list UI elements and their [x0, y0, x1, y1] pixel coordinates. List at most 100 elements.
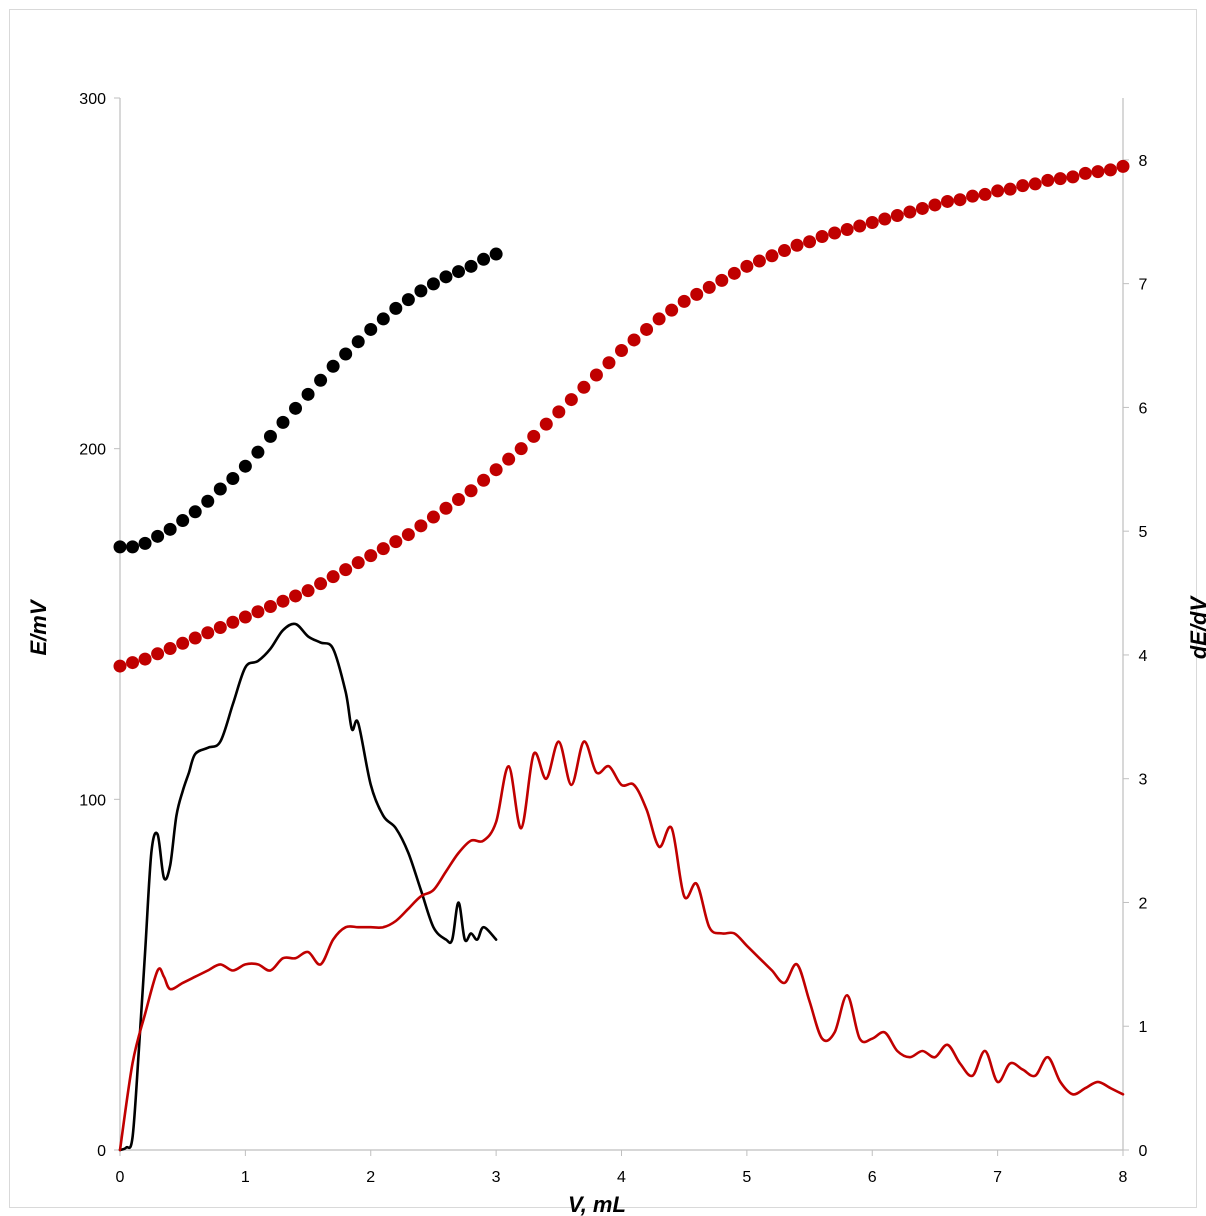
- series-1-point: [928, 198, 942, 212]
- series-0-point: [289, 401, 303, 415]
- series-1-point: [376, 542, 390, 556]
- series-0-point: [314, 373, 328, 387]
- series-0-point: [226, 471, 240, 485]
- right-y-axis-label: dE/dV: [1186, 595, 1206, 660]
- series-0-point: [452, 265, 466, 279]
- series-0-point: [113, 540, 127, 554]
- right-y-tick-label: 7: [1139, 277, 1148, 294]
- series-1-point: [865, 215, 879, 229]
- x-tick-label: 4: [617, 1169, 626, 1186]
- series-1-point: [903, 205, 917, 219]
- series-0-point: [477, 252, 491, 266]
- series-1-point: [314, 577, 328, 591]
- x-tick-label: 6: [868, 1169, 877, 1186]
- series-1-point: [251, 605, 265, 619]
- series-1-point: [301, 584, 315, 598]
- series-0-point: [238, 459, 252, 473]
- series-0-point: [339, 347, 353, 361]
- x-axis-label: V, mL: [568, 1192, 626, 1216]
- series-1-point: [640, 322, 654, 336]
- series-lines: [118, 622, 1125, 1152]
- series-1-point: [690, 287, 704, 301]
- series-1-point: [915, 201, 929, 215]
- x-tick-label: 2: [366, 1169, 375, 1186]
- series-1-point: [1053, 172, 1067, 186]
- left-y-tick-label: 100: [79, 792, 106, 809]
- series-0-point: [251, 445, 265, 459]
- series-0-point: [126, 540, 140, 554]
- series-1-point: [589, 368, 603, 382]
- series-1-point: [790, 238, 804, 252]
- series-1-point: [389, 535, 403, 549]
- series-1-point: [364, 549, 378, 563]
- series-1-point: [978, 187, 992, 201]
- series-0-point: [376, 312, 390, 326]
- x-tick-label: 7: [993, 1169, 1002, 1186]
- series-1-point: [1016, 179, 1030, 193]
- series-1-point: [890, 208, 904, 222]
- series-1-point: [1091, 165, 1105, 179]
- series-1-point: [1028, 177, 1042, 191]
- series-1-point: [477, 473, 491, 487]
- series-1-point: [126, 656, 140, 670]
- series-1-point: [853, 219, 867, 233]
- series-1-point: [489, 463, 503, 477]
- series-1-point: [351, 556, 365, 570]
- series-0-point: [138, 536, 152, 550]
- series-1-point: [439, 501, 453, 515]
- series-0-point: [426, 277, 440, 291]
- series-1-point: [138, 652, 152, 666]
- series-0-point: [151, 529, 165, 543]
- x-tick-label: 0: [116, 1169, 125, 1186]
- series-1-point: [627, 333, 641, 347]
- series-1-point: [740, 259, 754, 273]
- right-y-tick-label: 2: [1139, 895, 1148, 912]
- series-1-point: [665, 303, 679, 317]
- series-1-point: [1041, 173, 1055, 187]
- series-1-point: [263, 599, 277, 613]
- series-1-point: [1103, 163, 1117, 177]
- right-y-tick-label: 6: [1139, 400, 1148, 417]
- series-1-point: [940, 194, 954, 208]
- series-0-point: [276, 415, 290, 429]
- series-1-point: [188, 631, 202, 645]
- series-0-point: [489, 247, 503, 261]
- right-y-tick-label: 5: [1139, 524, 1148, 541]
- series-1-point: [966, 189, 980, 203]
- series-0-point: [364, 322, 378, 336]
- series-2-line: [118, 622, 498, 1152]
- series-3-line: [118, 740, 1125, 1152]
- axis-labels: V, mL E/mV dE/dV: [26, 595, 1206, 1216]
- series-0-point: [301, 387, 315, 401]
- x-tick-label: 3: [492, 1169, 501, 1186]
- series-1-point: [615, 343, 628, 357]
- series-1-point: [339, 563, 353, 577]
- series-1-point: [539, 417, 553, 431]
- series-1-point: [803, 235, 817, 249]
- series-1-point: [163, 642, 177, 656]
- series-1-point: [602, 356, 616, 370]
- series-points: [113, 159, 1130, 673]
- series-1-point: [727, 266, 741, 280]
- series-1-point: [113, 659, 127, 673]
- series-0-point: [201, 494, 215, 508]
- series-0-point: [263, 429, 277, 443]
- right-y-tick-label: 1: [1139, 1019, 1148, 1036]
- left-y-axis-label: E/mV: [26, 598, 51, 655]
- series-1-point: [1066, 170, 1080, 184]
- series-1-point: [677, 294, 691, 308]
- series-1-point: [1116, 159, 1130, 173]
- series-1-point: [564, 393, 578, 407]
- series-1-point: [176, 636, 190, 650]
- series-1-point: [452, 493, 466, 507]
- series-1-point: [289, 589, 303, 603]
- series-0-point: [464, 259, 478, 273]
- right-y-tick-label: 4: [1139, 648, 1148, 665]
- chart-frame: [9, 9, 1197, 1208]
- series-0-point: [439, 270, 453, 284]
- left-y-tick-label: 300: [79, 91, 106, 108]
- series-1-point: [878, 212, 892, 226]
- series-0-point: [213, 482, 227, 496]
